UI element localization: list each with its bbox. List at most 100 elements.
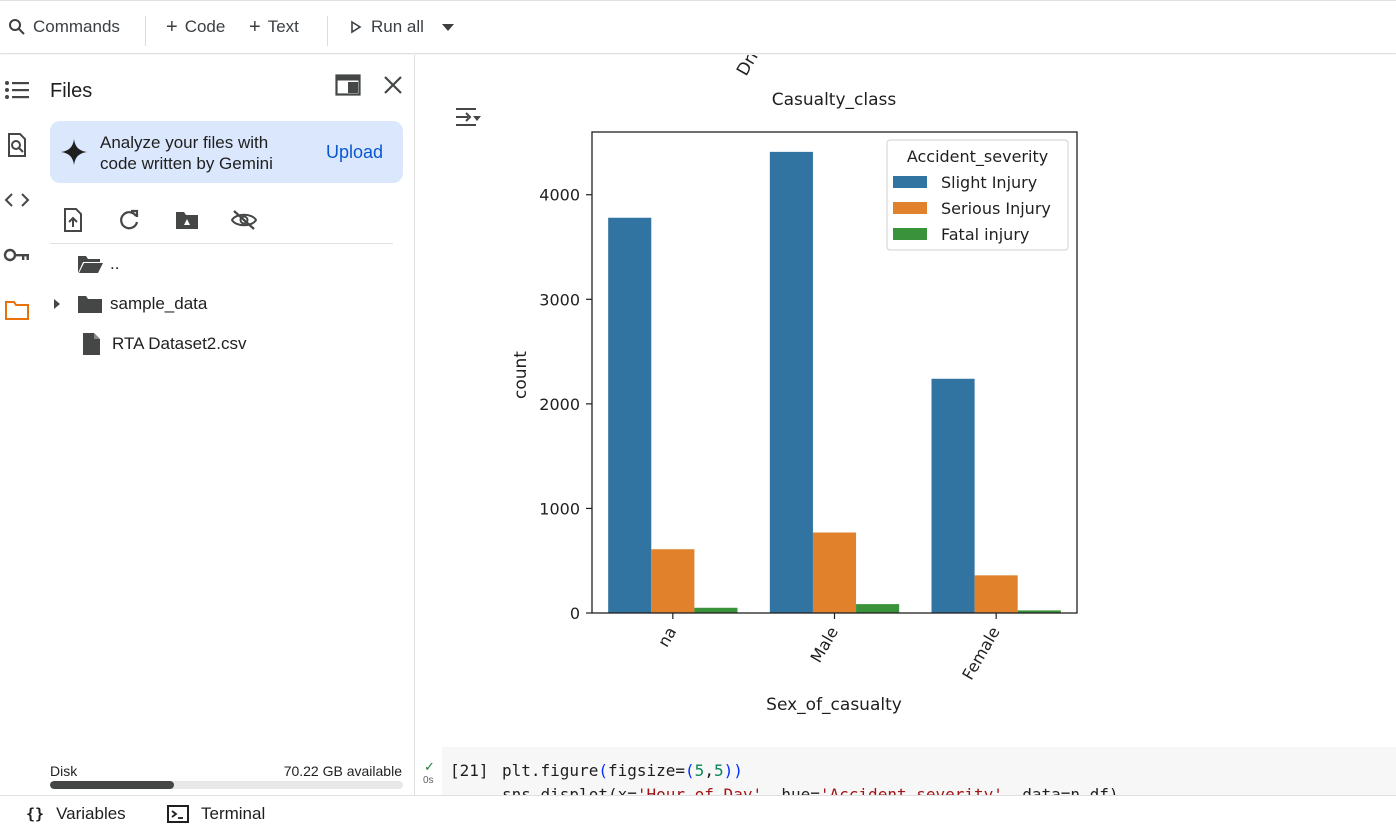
tree-item-sample-data[interactable]: sample_data	[50, 289, 393, 319]
bars-group	[608, 151, 1061, 614]
y-tick-label: 0	[570, 604, 580, 623]
disk-available: 70.22 GB available	[283, 763, 402, 779]
files-panel-title: Files	[50, 80, 93, 102]
code-line-1[interactable]: plt.figure(figsize=(5,5))	[502, 761, 743, 780]
drive-folder-icon	[176, 212, 198, 229]
braces-icon: {}	[26, 805, 45, 823]
files-button[interactable]	[2, 295, 32, 325]
chart-title: Casualty_class	[772, 90, 897, 110]
x-tick-label: na	[654, 624, 680, 651]
code-snippets-button[interactable]	[2, 185, 32, 215]
search-icon	[9, 19, 25, 35]
output-actions-button[interactable]	[454, 105, 482, 129]
run-all-button[interactable]: Run all	[350, 11, 424, 43]
tree-item-label: RTA Dataset2.csv	[112, 334, 247, 353]
key-icon	[3, 248, 29, 262]
execution-count: [21]	[450, 761, 489, 780]
legend-swatch	[893, 202, 927, 214]
disk-usage-fill	[50, 781, 174, 789]
play-icon	[351, 20, 362, 34]
output-menu-icon	[456, 108, 481, 126]
legend-label: Serious Injury	[941, 199, 1051, 218]
code-line-2[interactable]: sns.displot(x='Hour_of_Day', hue='Accide…	[502, 785, 1119, 795]
y-tick-label: 2000	[539, 395, 580, 414]
code-line-2-x: 'Hour_of_Day'	[636, 785, 763, 795]
x-ticks-group: na Male Female	[654, 613, 1004, 683]
tree-item-parent[interactable]: ..	[50, 249, 393, 279]
terminal-label: Terminal	[201, 804, 266, 823]
x-tick-label: Female	[958, 624, 1003, 684]
plus-icon: +	[166, 15, 178, 38]
tree-item-label: sample_data	[110, 294, 208, 313]
legend-box	[886, 139, 1069, 251]
variables-label: Variables	[56, 804, 126, 823]
notebook-area: Dri Casualty_class 0 1000 2000 3000 4000 na M…	[416, 55, 1396, 795]
commands-button[interactable]: Commands	[8, 11, 120, 43]
document-search-icon	[8, 133, 26, 157]
code-line-2-hue: 'Accident_severity'	[819, 785, 1003, 795]
add-code-button[interactable]: + Code	[166, 11, 225, 43]
refresh-button[interactable]	[114, 205, 144, 235]
run-success-icon: ✓	[424, 759, 435, 774]
panel-divider	[50, 243, 393, 244]
notebook-toolbar: Commands + Code + Text Run all	[0, 0, 1396, 54]
bar-male-fatal-injury	[856, 604, 900, 613]
legend-swatch	[893, 176, 927, 188]
text-label: Text	[267, 17, 299, 36]
terminal-icon	[167, 805, 189, 823]
find-replace-button[interactable]	[2, 130, 32, 160]
upload-link[interactable]: Upload	[325, 142, 383, 162]
y-tick-label: 1000	[539, 499, 580, 518]
sparkle-icon	[61, 139, 87, 165]
hide-files-button[interactable]	[229, 205, 259, 235]
code-line-2-prefix: sns.displot(x=	[502, 785, 637, 795]
disk-usage-bar	[50, 781, 403, 789]
variables-button[interactable]: {} Variables	[26, 804, 126, 824]
code-label: Code	[184, 17, 226, 36]
legend-label: Slight Injury	[941, 173, 1037, 192]
close-panel-button[interactable]	[383, 75, 403, 100]
bar-female-fatal-injury	[1017, 610, 1061, 613]
eye-off-icon	[230, 210, 258, 230]
clipped-axis-label: Dri	[733, 55, 763, 80]
bottom-bar: {} Variables Terminal	[0, 795, 1396, 826]
gemini-analyze-banner: Analyze your files with code written by …	[50, 121, 403, 183]
upload-file-button[interactable]	[58, 205, 88, 235]
file-upload-icon	[64, 208, 82, 232]
code-line-2-suffix: , data=n_df)	[1002, 785, 1119, 795]
bar-na-fatal-injury	[694, 607, 738, 613]
y-axis-label: count	[511, 351, 531, 399]
code-brackets-icon	[4, 193, 30, 207]
run-all-dropdown[interactable]	[440, 11, 456, 43]
bar-na-serious-injury	[651, 549, 695, 613]
open-in-tab-button[interactable]	[335, 74, 361, 101]
code-line-1-text: plt.figure(figsize=(5,5))	[502, 761, 743, 780]
x-tick-label: Male	[807, 624, 842, 666]
tree-item-csv-file[interactable]: RTA Dataset2.csv	[50, 329, 393, 359]
mount-drive-button[interactable]	[172, 205, 202, 235]
y-ticks-group: 0 1000 2000 3000 4000	[539, 186, 592, 623]
bar-male-serious-injury	[812, 532, 857, 613]
legend-label: Fatal injury	[941, 225, 1029, 244]
table-of-contents-button[interactable]	[2, 75, 32, 105]
secrets-button[interactable]	[2, 240, 32, 270]
y-tick-label: 3000	[539, 290, 580, 309]
refresh-icon	[120, 209, 139, 230]
plus-icon: +	[249, 15, 261, 38]
file-icon	[83, 333, 100, 355]
commands-label: Commands	[33, 17, 120, 36]
terminal-button[interactable]: Terminal	[167, 804, 265, 824]
add-text-button[interactable]: + Text	[249, 11, 299, 43]
plot-frame	[591, 131, 1078, 614]
toolbar-divider	[145, 16, 146, 46]
run-all-label: Run all	[371, 17, 424, 36]
code-line-2-mid: , hue=	[762, 785, 820, 795]
legend-swatch	[893, 228, 927, 240]
folder-icon	[78, 296, 102, 313]
list-icon	[5, 81, 29, 99]
close-icon	[384, 76, 402, 94]
x-axis-label: Sex_of_casualty	[766, 695, 902, 715]
bar-female-serious-injury	[974, 575, 1018, 613]
code-cell[interactable]	[442, 747, 1396, 795]
